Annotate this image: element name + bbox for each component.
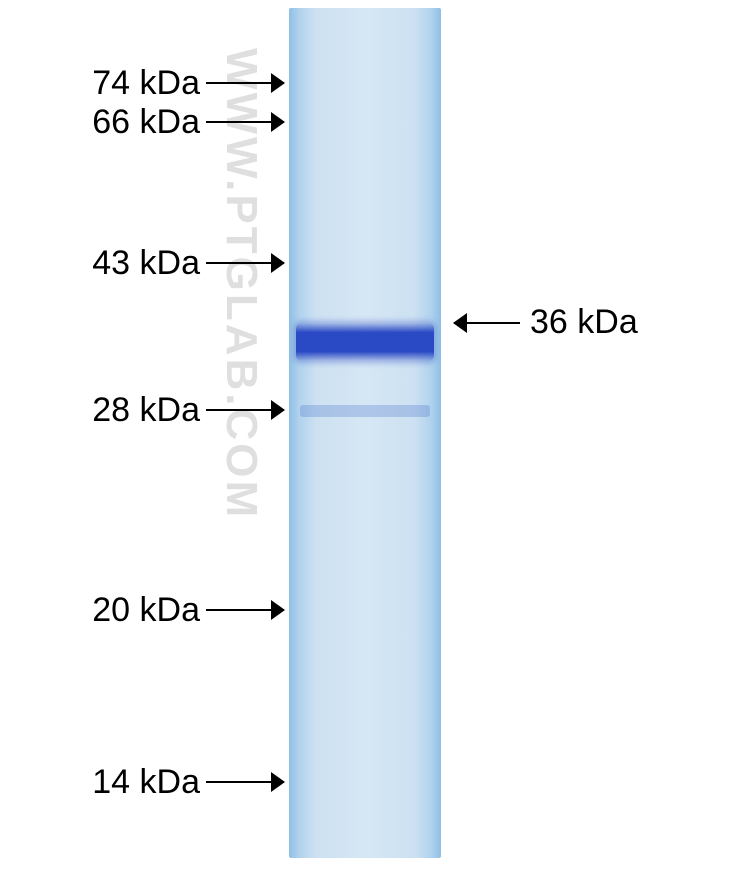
band-callout-label: 36 kDa xyxy=(530,303,638,342)
arrow-right-icon xyxy=(206,262,284,264)
mw-marker-label: 43 kDa xyxy=(52,246,200,280)
mw-marker-label: 20 kDa xyxy=(52,593,200,627)
mw-marker: 28 kDa xyxy=(52,393,284,427)
mw-marker-label: 28 kDa xyxy=(52,393,200,427)
band-callout: 36 kDa xyxy=(454,303,638,342)
mw-marker: 20 kDa xyxy=(52,593,284,627)
mw-marker: 14 kDa xyxy=(52,765,284,799)
arrow-right-icon xyxy=(206,609,284,611)
mw-marker-label: 74 kDa xyxy=(52,66,200,100)
protein-band-faint xyxy=(300,405,430,417)
protein-band-main xyxy=(296,323,434,361)
arrow-left-icon xyxy=(454,322,520,324)
arrow-right-icon xyxy=(206,409,284,411)
arrow-right-icon xyxy=(206,82,284,84)
arrow-right-icon xyxy=(206,121,284,123)
gel-figure: WWW.PTGLAB.COM 74 kDa66 kDa43 kDa28 kDa2… xyxy=(0,0,740,885)
arrow-right-icon xyxy=(206,781,284,783)
mw-marker-label: 66 kDa xyxy=(52,105,200,139)
mw-marker: 43 kDa xyxy=(52,246,284,280)
gel-lane xyxy=(289,8,441,858)
mw-marker-label: 14 kDa xyxy=(52,765,200,799)
mw-marker: 74 kDa xyxy=(52,66,284,100)
mw-marker: 66 kDa xyxy=(52,105,284,139)
